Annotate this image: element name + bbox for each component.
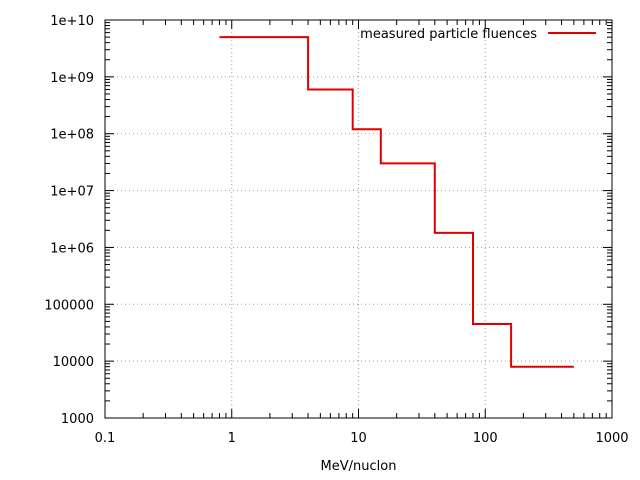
y-tick-label: 100000 bbox=[44, 298, 94, 313]
y-tick-label: 1e+08 bbox=[50, 128, 94, 143]
x-tick-label: 1000 bbox=[595, 431, 628, 446]
x-axis-label: MeV/nuclon bbox=[321, 459, 397, 474]
x-tick-label: 10 bbox=[350, 431, 367, 446]
legend: measured particle fluences bbox=[360, 27, 596, 42]
series-line-measured-particle-fluences bbox=[219, 36, 574, 368]
y-tick-label: 10000 bbox=[53, 355, 94, 370]
x-tick-label: 0.1 bbox=[95, 431, 116, 446]
x-tick-label: 100 bbox=[473, 431, 498, 446]
y-tick-label: 1e+07 bbox=[50, 185, 94, 200]
y-tick-label: 1e+10 bbox=[50, 14, 94, 29]
y-tick-label: 1e+06 bbox=[50, 241, 94, 256]
tick-marks bbox=[104, 19, 613, 419]
y-tick-label: 1e+09 bbox=[50, 71, 94, 86]
grid-lines bbox=[105, 20, 612, 418]
y-tick-label: 1000 bbox=[61, 412, 94, 427]
legend-label: measured particle fluences bbox=[360, 27, 537, 42]
series-group bbox=[219, 36, 574, 368]
plot-frame bbox=[104, 19, 613, 419]
x-tick-label: 1 bbox=[228, 431, 236, 446]
tick-labels: 0.1 1 10 100 1000 1000 10000 100000 1e+06 1e+07 1e… bbox=[44, 14, 628, 446]
